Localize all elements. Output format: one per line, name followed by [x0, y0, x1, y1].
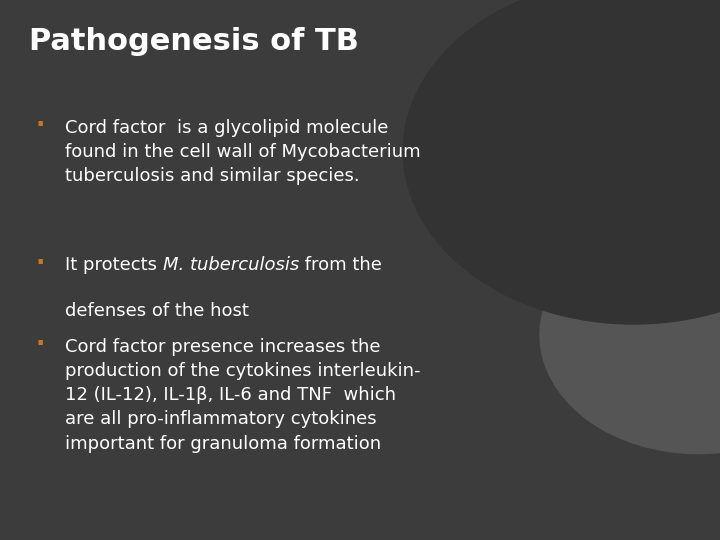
Circle shape	[540, 216, 720, 454]
Text: defenses of the host: defenses of the host	[65, 302, 248, 320]
Text: ·: ·	[36, 332, 45, 356]
Text: M. tuberculosis: M. tuberculosis	[163, 256, 299, 274]
Text: Cord factor  is a glycolipid molecule
found in the cell wall of Mycobacterium
tu: Cord factor is a glycolipid molecule fou…	[65, 119, 420, 185]
Text: ·: ·	[36, 113, 45, 137]
Text: from the: from the	[299, 256, 382, 274]
Text: Cord factor presence increases the
production of the cytokines interleukin-
12 (: Cord factor presence increases the produ…	[65, 338, 420, 453]
Circle shape	[403, 0, 720, 324]
Text: It protects: It protects	[65, 256, 163, 274]
Text: ·: ·	[36, 251, 45, 275]
Text: Pathogenesis of TB: Pathogenesis of TB	[29, 27, 359, 56]
